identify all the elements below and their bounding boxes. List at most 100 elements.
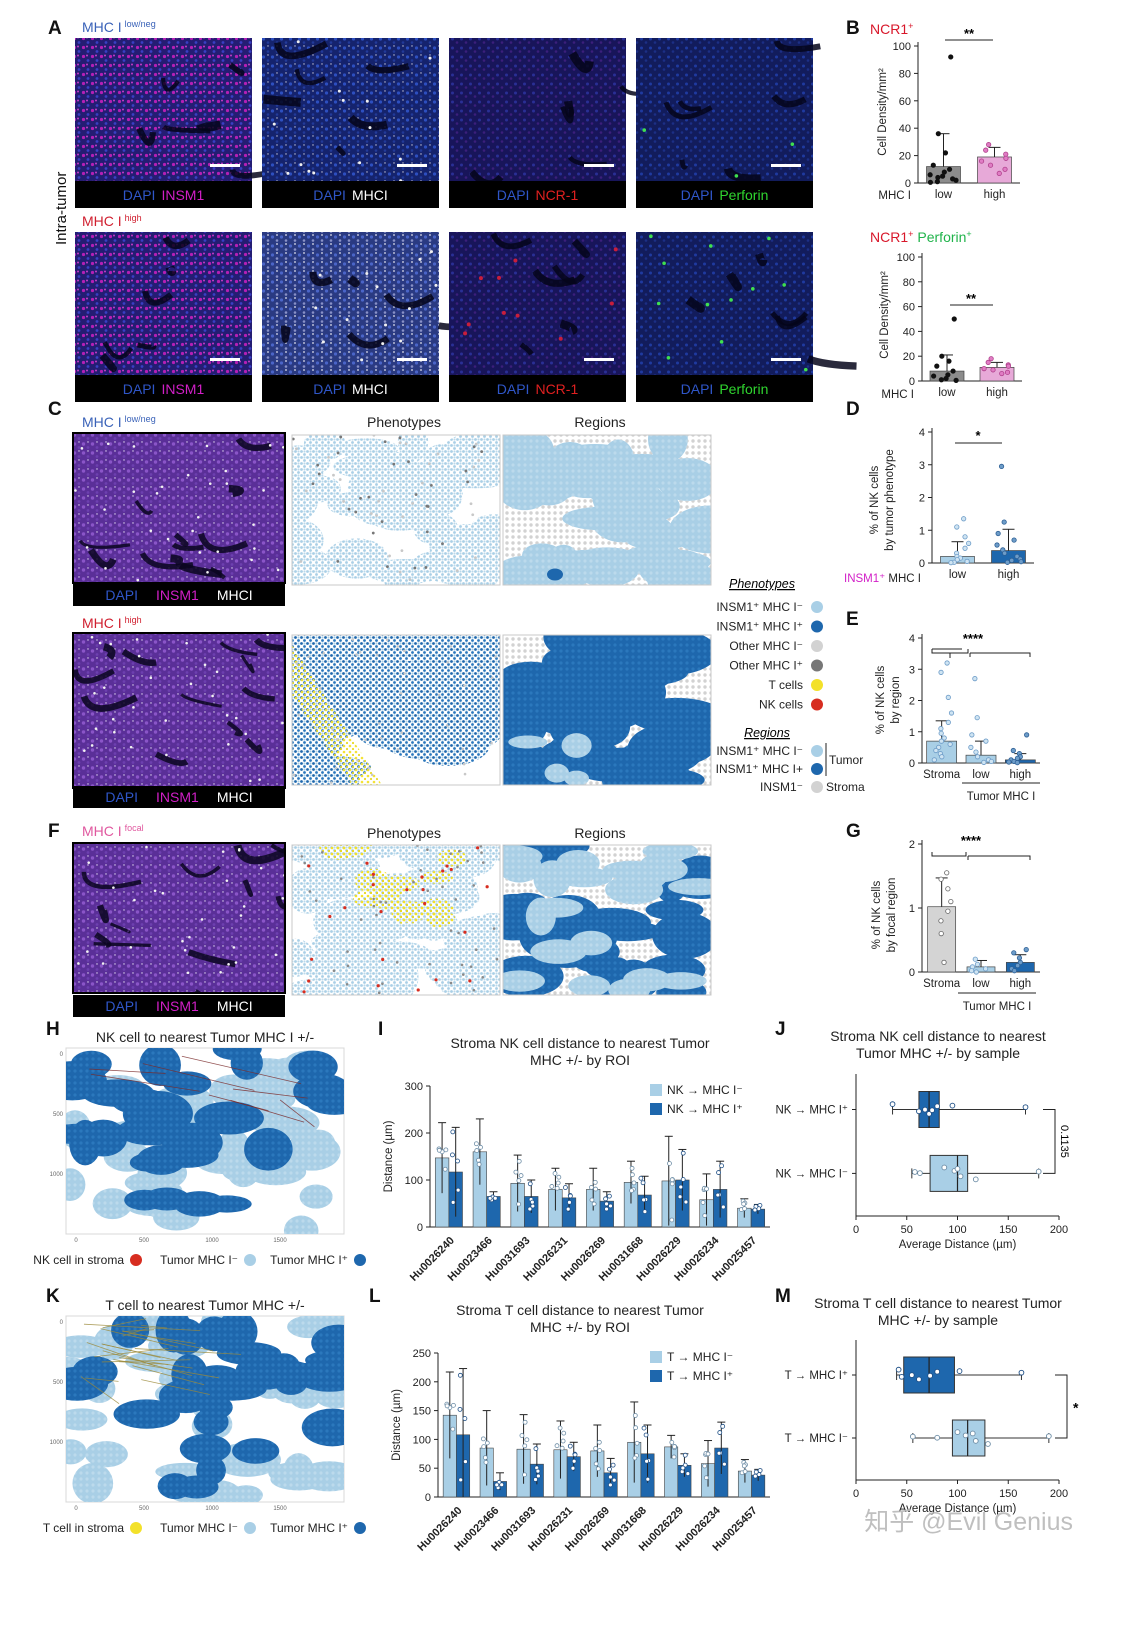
other-cell xyxy=(378,941,382,945)
other-cell xyxy=(339,877,343,881)
mhc-signal xyxy=(281,897,285,900)
nk-cell xyxy=(420,875,424,879)
stain-label: DAPI INSM1 MHCI xyxy=(105,587,252,603)
data-point xyxy=(757,1468,763,1473)
sig-label: * xyxy=(1073,1400,1079,1416)
x-tick-label: high xyxy=(986,387,1008,399)
region-low-cluster xyxy=(503,435,554,475)
tumor-high-cluster xyxy=(113,1399,180,1429)
x-tick-label: 200 xyxy=(1050,1224,1068,1236)
data-point xyxy=(671,1454,677,1460)
legend-phenotypes-header: Phenotypes xyxy=(729,577,795,591)
data-point xyxy=(1001,519,1007,525)
data-point xyxy=(611,1477,617,1483)
data-point xyxy=(943,375,949,382)
data-point xyxy=(450,1426,456,1432)
panel-a-side-label: Intra-tumor xyxy=(53,172,70,245)
tumor-low-cluster xyxy=(92,1188,133,1220)
ncr1-signal xyxy=(513,258,518,263)
x-tick-label: low xyxy=(938,387,956,399)
y-tick-label: 20 xyxy=(903,351,915,363)
y-tick-label: 2 xyxy=(919,493,925,505)
legend-item-label: NK → MHC I⁻ xyxy=(667,1083,743,1097)
other-cell xyxy=(490,741,493,745)
stain-dapi-label: DAPI xyxy=(105,587,138,603)
tumor-low-cluster xyxy=(299,1184,333,1209)
sig-label: **** xyxy=(963,631,984,646)
other-cell xyxy=(474,948,478,952)
distance-line xyxy=(119,1357,193,1369)
tissue-gap xyxy=(93,942,151,947)
data-point xyxy=(926,1111,932,1117)
panel-letter-m: M xyxy=(775,1286,791,1307)
panel-f-regions-title: Regions xyxy=(574,825,625,841)
data-point xyxy=(934,1368,941,1375)
x-tick-label: Stroma xyxy=(923,769,961,781)
stain-mhci-label: MHCI xyxy=(217,789,253,805)
panel-e-chart: 0 1 2 3 4 Stroma low high % of NK cells by region… xyxy=(875,631,1040,803)
distance-line xyxy=(132,1365,205,1386)
tissue-gap xyxy=(770,311,809,327)
data-point xyxy=(949,1102,956,1109)
other-cell xyxy=(381,982,384,986)
phenotype-low-cluster xyxy=(301,475,341,503)
phenotype-high-cluster xyxy=(292,761,319,785)
micrograph-image xyxy=(636,38,813,181)
stain-marker-label: NCR-1 xyxy=(535,187,578,203)
legend-item-label: Tumor MHC I⁻ xyxy=(160,1521,238,1535)
legend-item-label: INSM1⁺ MHC I⁻ xyxy=(716,600,803,614)
stain-marker-label: MHCI xyxy=(352,381,388,397)
data-point xyxy=(704,1186,709,1192)
mhc-signal xyxy=(216,550,220,553)
other-cell xyxy=(371,875,375,879)
region-low-cluster xyxy=(668,878,711,896)
other-cell xyxy=(379,900,382,904)
data-point xyxy=(945,694,951,700)
sig-label: * xyxy=(975,428,981,443)
legend-swatch xyxy=(130,1522,142,1534)
other-cell xyxy=(449,852,452,855)
data-point xyxy=(969,1430,976,1437)
data-point xyxy=(1004,559,1011,565)
stain-marker-label: Perforin xyxy=(719,381,768,397)
data-point xyxy=(450,1129,456,1135)
data-point xyxy=(972,676,978,682)
mhc-signal xyxy=(112,886,115,889)
data-point xyxy=(974,754,981,760)
data-point xyxy=(972,956,978,962)
nk-cell xyxy=(485,885,489,889)
tcell-zone xyxy=(437,849,467,867)
data-point xyxy=(972,1176,979,1183)
mhc-signal xyxy=(90,744,94,747)
chart-title-2: MHC +/- by ROI xyxy=(530,1052,630,1068)
distance-line xyxy=(94,1347,169,1358)
tissue-gap xyxy=(226,720,244,737)
tissue-gap xyxy=(180,693,222,708)
x-tick-label: low xyxy=(972,978,990,990)
tumor-low-cluster xyxy=(66,1168,86,1201)
perforin-signal xyxy=(803,367,808,372)
phenotype-low-cluster xyxy=(443,915,500,962)
scale-bar xyxy=(584,358,614,361)
distance-line xyxy=(90,1073,200,1092)
other-cell xyxy=(449,645,453,648)
tissue-gap xyxy=(162,236,191,250)
other-cell xyxy=(478,664,482,668)
panel-b-top-title: NCR1+ xyxy=(870,21,913,37)
other-cell xyxy=(331,728,334,731)
data-point xyxy=(683,1199,689,1205)
data-point xyxy=(922,1106,928,1113)
x-tick-label: 0 xyxy=(853,1488,859,1500)
watermark: 知乎 @Evil Genius xyxy=(864,1508,1073,1536)
data-point xyxy=(948,898,954,905)
other-cell xyxy=(428,962,431,966)
data-point xyxy=(563,1185,568,1190)
tumor-high-cluster xyxy=(173,1191,226,1217)
mhc-signal xyxy=(299,163,303,167)
data-point xyxy=(474,1148,480,1153)
other-cell xyxy=(461,973,465,976)
phenotype-low-cluster xyxy=(292,445,331,479)
other-cell xyxy=(385,638,389,642)
